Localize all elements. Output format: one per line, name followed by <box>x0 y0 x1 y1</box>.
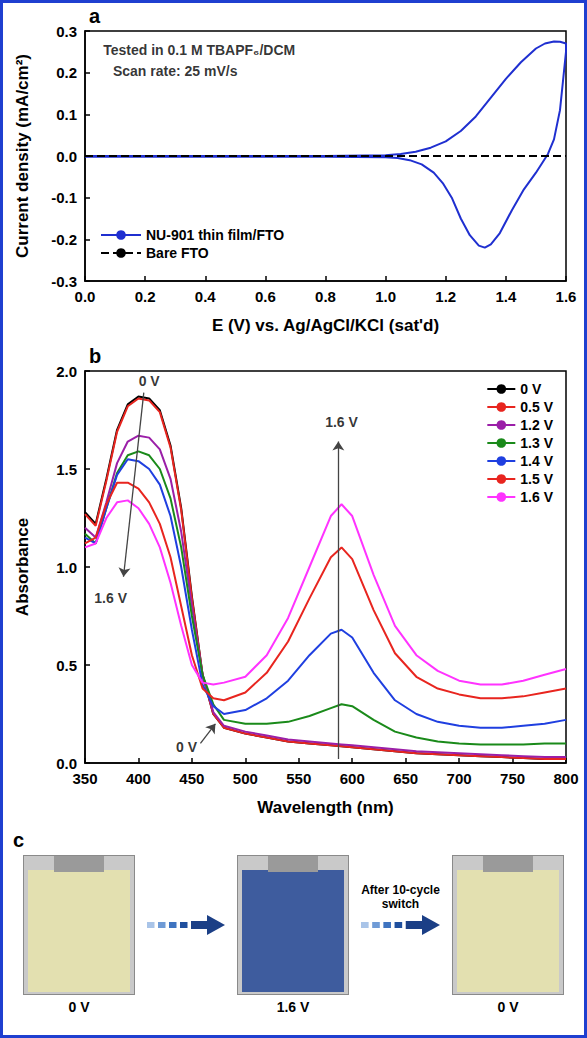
html-text:0 V: 0 V <box>497 999 519 1015</box>
svg-text:0 V: 0 V <box>176 739 198 755</box>
svg-text:Wavelength (nm): Wavelength (nm) <box>257 798 393 817</box>
html-text:0 V: 0 V <box>68 999 90 1015</box>
svg-text:550: 550 <box>286 770 311 787</box>
svg-text:0 V: 0 V <box>139 373 161 389</box>
svg-text:1.5: 1.5 <box>56 461 77 478</box>
svg-text:0.5 V: 0.5 V <box>520 399 553 415</box>
svg-text:2.0: 2.0 <box>56 363 77 380</box>
svg-text:0.3: 0.3 <box>56 23 77 40</box>
svg-text:400: 400 <box>126 770 151 787</box>
svg-text:1.2: 1.2 <box>435 288 456 305</box>
svg-text:0.1: 0.1 <box>56 106 77 123</box>
svg-text:0.2: 0.2 <box>56 64 77 81</box>
svg-text:0.4: 0.4 <box>195 288 217 305</box>
svg-text:a: a <box>89 5 101 27</box>
svg-text:450: 450 <box>179 770 204 787</box>
svg-text:0.8: 0.8 <box>315 288 336 305</box>
svg-text:Absorbance: Absorbance <box>13 518 32 616</box>
html-text:1.6 V: 1.6 V <box>276 999 310 1015</box>
svg-text:0.6: 0.6 <box>255 288 276 305</box>
svg-text:-0.2: -0.2 <box>51 231 77 248</box>
svg-text:1.2 V: 1.2 V <box>520 417 553 433</box>
svg-text:1.0: 1.0 <box>56 559 77 576</box>
svg-text:E (V) vs. Ag/AgCl/KCl (sat'd): E (V) vs. Ag/AgCl/KCl (sat'd) <box>212 316 439 335</box>
svg-text:NU-901 thin film/FTO: NU-901 thin film/FTO <box>146 227 284 243</box>
svg-text:1.6: 1.6 <box>556 288 577 305</box>
svg-text:0.2: 0.2 <box>135 288 156 305</box>
svg-text:1.3 V: 1.3 V <box>520 435 553 451</box>
svg-text:Scan rate: 25 mV/s: Scan rate: 25 mV/s <box>113 63 238 79</box>
svg-text:1.6 V: 1.6 V <box>325 414 358 430</box>
svg-text:1.5 V: 1.5 V <box>520 471 553 487</box>
svg-text:750: 750 <box>500 770 525 787</box>
svg-text:350: 350 <box>72 770 97 787</box>
svg-text:500: 500 <box>233 770 258 787</box>
svg-text:0.0: 0.0 <box>75 288 96 305</box>
svg-text:-0.1: -0.1 <box>51 189 77 206</box>
svg-text:Current density (mA/cm²): Current density (mA/cm²) <box>13 54 32 258</box>
svg-text:600: 600 <box>340 770 365 787</box>
html-text:c: c <box>13 829 25 851</box>
svg-text:1.4: 1.4 <box>495 288 517 305</box>
svg-text:1.6 V: 1.6 V <box>520 489 553 505</box>
svg-text:0.0: 0.0 <box>56 148 77 165</box>
svg-text:800: 800 <box>553 770 578 787</box>
svg-text:b: b <box>89 345 101 367</box>
svg-text:1.0: 1.0 <box>375 288 396 305</box>
html-text:After 10-cycle switch: After 10-cycle switch <box>361 883 440 911</box>
svg-text:1.4 V: 1.4 V <box>520 453 553 469</box>
svg-text:-0.3: -0.3 <box>51 273 77 290</box>
svg-text:0.5: 0.5 <box>56 657 77 674</box>
svg-text:1.6 V: 1.6 V <box>94 590 127 606</box>
svg-text:0 V: 0 V <box>520 381 542 397</box>
svg-text:Tested in 0.1 M TBAPF₆/DCM: Tested in 0.1 M TBAPF₆/DCM <box>103 42 295 58</box>
svg-text:0.0: 0.0 <box>56 755 77 772</box>
svg-text:650: 650 <box>393 770 418 787</box>
svg-text:700: 700 <box>447 770 472 787</box>
svg-text:Bare FTO: Bare FTO <box>146 245 209 261</box>
